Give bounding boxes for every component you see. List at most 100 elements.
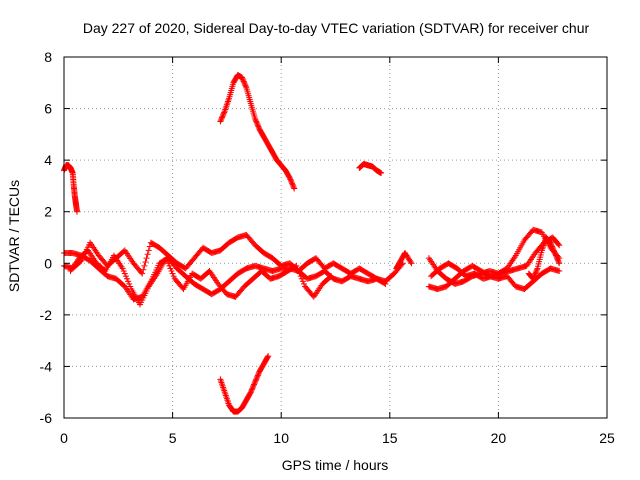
- data-point: [253, 118, 260, 125]
- data-point: [252, 377, 259, 384]
- data-point: [554, 256, 561, 263]
- data-point: [166, 262, 173, 269]
- data-point: [240, 78, 247, 85]
- data-point: [253, 376, 260, 383]
- data-point: [550, 246, 557, 253]
- data-point: [167, 265, 174, 272]
- data-point: [296, 270, 303, 277]
- data-point: [122, 273, 129, 280]
- axis-ticks: [63, 56, 608, 419]
- data-point: [547, 239, 554, 246]
- data-point: [170, 273, 177, 280]
- data-point: [165, 260, 172, 267]
- data-point: [549, 243, 556, 250]
- data-point: [241, 79, 248, 86]
- data-point: [327, 274, 334, 281]
- x-tick-label: 25: [599, 430, 615, 446]
- data-point: [254, 122, 261, 129]
- data-point: [251, 380, 258, 387]
- data-point: [553, 253, 560, 260]
- data-point: [293, 262, 300, 269]
- data-point: [143, 255, 150, 262]
- x-tick-label: 20: [491, 430, 507, 446]
- data-point: [530, 274, 537, 281]
- data-point: [548, 240, 555, 247]
- data-point: [168, 268, 175, 275]
- data-point: [287, 176, 294, 183]
- data-point: [254, 372, 261, 379]
- data-point: [248, 386, 255, 393]
- data-point: [551, 248, 558, 255]
- data-point: [530, 275, 537, 282]
- data-point: [290, 184, 297, 191]
- data-point: [407, 258, 414, 265]
- y-tick-label: -4: [40, 358, 53, 374]
- data-point: [555, 241, 562, 248]
- data-point: [146, 243, 153, 250]
- y-tick-label: 2: [44, 204, 52, 220]
- data-point: [378, 170, 385, 177]
- data-point: [289, 181, 296, 188]
- data-point: [221, 109, 228, 116]
- plot-frame: [63, 56, 608, 419]
- data-point: [123, 275, 130, 282]
- data-point: [252, 115, 259, 122]
- data-point: [121, 270, 128, 277]
- data-point: [328, 273, 335, 280]
- data-point: [144, 251, 151, 258]
- data-point: [382, 280, 389, 287]
- data-point: [533, 268, 540, 275]
- data-point: [287, 177, 294, 184]
- data-point: [254, 121, 261, 128]
- data-point: [552, 252, 559, 259]
- data-point: [249, 385, 256, 392]
- x-axis-title: GPS time / hours: [282, 457, 389, 473]
- data-point: [532, 269, 539, 276]
- data-point: [220, 110, 227, 117]
- data-point: [295, 268, 302, 275]
- data-point: [140, 266, 147, 273]
- y-tick-label: 0: [44, 255, 52, 271]
- data-points: [61, 72, 563, 415]
- data-point: [555, 258, 562, 265]
- data-point: [218, 115, 225, 122]
- data-point: [217, 117, 224, 124]
- data-point: [550, 247, 557, 254]
- data-point: [301, 280, 308, 287]
- data-point: [551, 249, 558, 256]
- data-point: [531, 273, 538, 280]
- data-point: [255, 123, 262, 130]
- data-point: [248, 387, 255, 394]
- data-point: [531, 271, 538, 278]
- data-point: [239, 75, 246, 82]
- data-point: [217, 118, 224, 125]
- data-point: [290, 182, 297, 189]
- x-tick-label: 5: [169, 430, 177, 446]
- data-point: [127, 283, 134, 290]
- data-point: [554, 255, 561, 262]
- data-point: [265, 353, 272, 360]
- data-point: [250, 382, 257, 389]
- y-tick-label: 8: [44, 49, 52, 65]
- data-point: [297, 273, 304, 280]
- y-tick-label: 4: [44, 152, 52, 168]
- data-point: [556, 260, 563, 267]
- data-point: [255, 371, 262, 378]
- data-point: [240, 77, 247, 84]
- data-point: [264, 354, 271, 361]
- data-point: [164, 257, 171, 264]
- data-point: [298, 275, 305, 282]
- data-point: [126, 280, 133, 287]
- axis-tick-labels: 0 5 10 15 20 25 -6 -4 -2 0 2 4 6 8: [40, 49, 615, 446]
- data-point: [299, 278, 306, 285]
- data-point: [141, 262, 148, 269]
- data-point: [139, 270, 146, 277]
- data-point: [548, 242, 555, 249]
- data-point: [253, 375, 260, 382]
- data-point: [533, 266, 540, 273]
- chart-title: Day 227 of 2020, Sidereal Day-to-day VTE…: [83, 20, 590, 36]
- data-point: [254, 373, 261, 380]
- x-tick-label: 0: [60, 430, 68, 446]
- data-point: [249, 384, 256, 391]
